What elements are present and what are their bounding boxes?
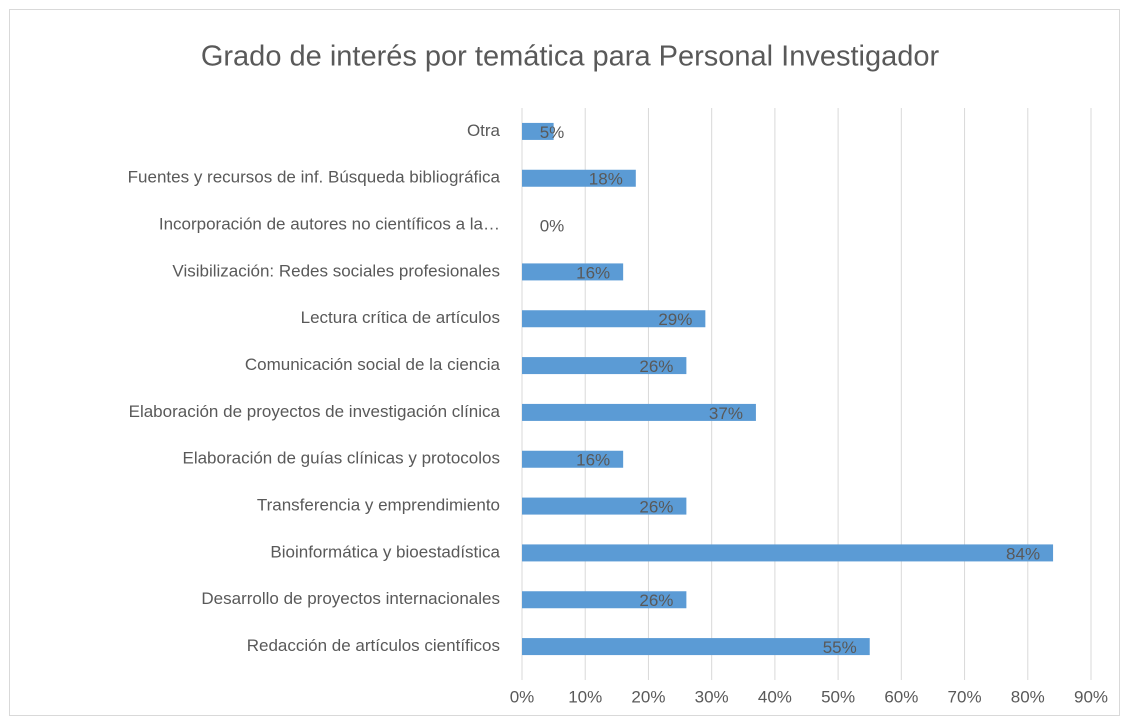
bar — [522, 169, 636, 187]
data-label: 26% — [639, 357, 673, 376]
data-label: 16% — [576, 451, 610, 470]
y-tick-label: Transferencia y emprendimiento — [257, 496, 500, 515]
data-label: 26% — [639, 498, 673, 517]
y-tick-label: Comunicación social de la ciencia — [245, 355, 501, 374]
data-label: 16% — [576, 263, 610, 282]
bar — [522, 122, 554, 140]
y-tick-label: Otra — [467, 121, 501, 140]
y-tick-label: Visibilización: Redes sociales profesion… — [172, 261, 500, 280]
x-tick-label: 10% — [568, 687, 602, 706]
chart-title: Grado de interés por temática para Perso… — [201, 41, 940, 73]
y-tick-label: Desarrollo de proyectos internacionales — [201, 589, 500, 608]
x-tick-label: 0% — [510, 687, 535, 706]
x-tick-label: 20% — [631, 687, 665, 706]
data-label: 37% — [709, 404, 743, 423]
bar — [522, 403, 756, 421]
data-label: 29% — [658, 310, 692, 329]
y-tick-label: Incorporación de autores no científicos … — [159, 215, 500, 234]
bar — [522, 357, 687, 375]
x-tick-label: 80% — [1011, 687, 1045, 706]
bar — [522, 497, 687, 515]
data-label: 55% — [823, 638, 857, 657]
data-label: 5% — [540, 123, 565, 142]
data-label: 0% — [540, 217, 565, 236]
data-label: 18% — [589, 170, 623, 189]
x-tick-label: 60% — [884, 687, 918, 706]
bar — [522, 450, 624, 468]
bar — [522, 544, 1054, 562]
bar — [522, 263, 624, 281]
y-tick-label: Elaboración de proyectos de investigació… — [129, 402, 501, 421]
x-tick-label: 90% — [1074, 687, 1108, 706]
y-tick-label: Bioinformática y bioestadística — [270, 542, 500, 561]
y-tick-label: Redacción de artículos científicos — [247, 636, 500, 655]
x-tick-label: 50% — [821, 687, 855, 706]
bar — [522, 638, 870, 656]
data-label: 26% — [639, 591, 673, 610]
bar — [522, 591, 687, 609]
bar — [522, 310, 706, 328]
x-tick-label: 40% — [758, 687, 792, 706]
y-tick-label: Fuentes y recursos de inf. Búsqueda bibl… — [128, 168, 501, 187]
y-tick-label: Lectura crítica de artículos — [301, 308, 500, 327]
data-label: 84% — [1006, 544, 1040, 563]
x-tick-label: 30% — [695, 687, 729, 706]
y-tick-label: Elaboración de guías clínicas y protocol… — [182, 449, 500, 468]
x-tick-label: 70% — [948, 687, 982, 706]
